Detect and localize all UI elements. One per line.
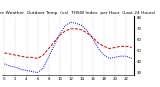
Title: Milwaukee Weather  Outdoor Temp  (vs)  THSW Index  per Hour  (Last 24 Hours): Milwaukee Weather Outdoor Temp (vs) THSW…	[0, 11, 155, 15]
